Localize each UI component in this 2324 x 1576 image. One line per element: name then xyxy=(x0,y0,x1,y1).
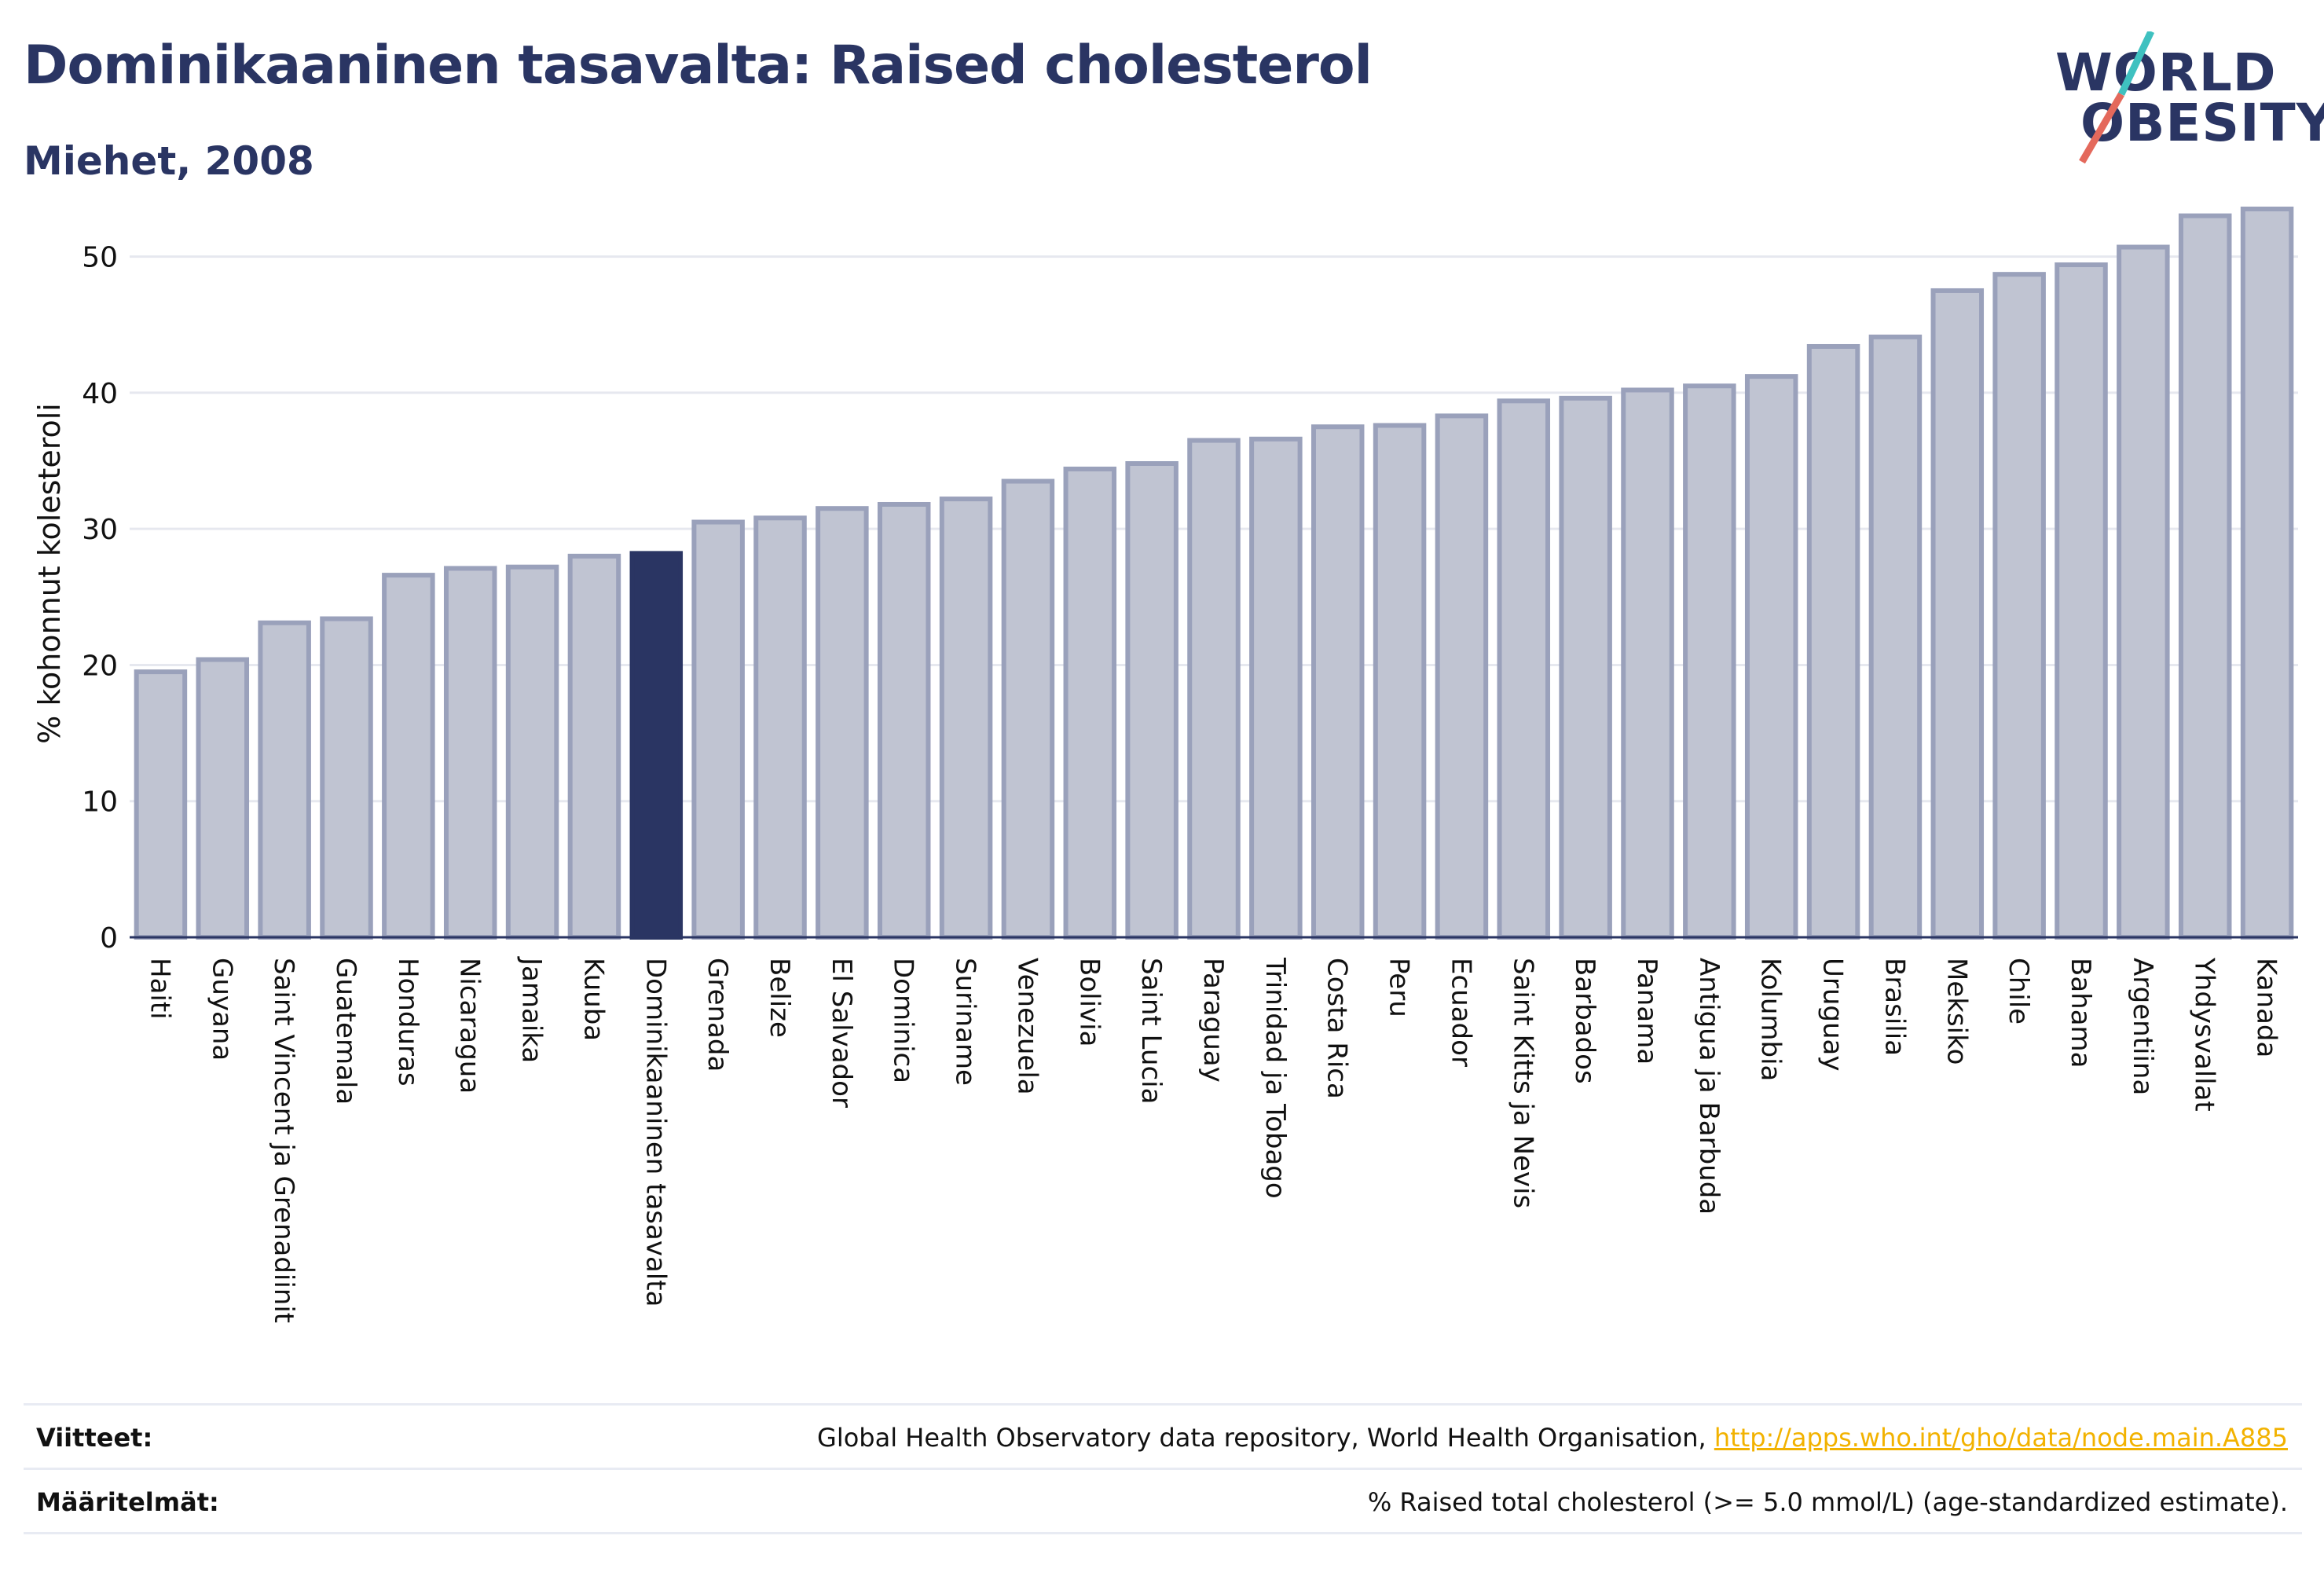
bar-guatemala[interactable] xyxy=(320,616,373,940)
x-tick-label: Suriname xyxy=(950,958,981,1086)
bar-el-salvador[interactable] xyxy=(816,506,869,940)
x-tick-label: Meksiko xyxy=(1941,958,1972,1065)
bar-belize[interactable] xyxy=(753,515,807,940)
sources-row: Viitteet: Global Health Observatory data… xyxy=(24,1403,2302,1468)
bar-trinidad-ja-tobago[interactable] xyxy=(1249,436,1303,940)
y-tick-label: 40 xyxy=(82,378,118,410)
bar-venezuela[interactable] xyxy=(1001,478,1055,940)
world-obesity-logo: WORLD OBESITY xyxy=(2043,31,2324,173)
bar-argentiina[interactable] xyxy=(2117,244,2170,940)
bar-barbados[interactable] xyxy=(1559,395,1612,940)
definitions-value: % Raised total cholesterol (>= 5.0 mmol/… xyxy=(1367,1487,2288,1517)
bar-grenada[interactable] xyxy=(691,519,745,940)
bar-meksiko[interactable] xyxy=(1930,288,1985,940)
y-tick-label: 0 xyxy=(100,922,118,955)
bar-haiti[interactable] xyxy=(134,669,188,940)
x-tick-label: Jamaika xyxy=(516,956,548,1063)
y-tick-label: 10 xyxy=(82,786,118,819)
bar-dominica[interactable] xyxy=(877,501,931,940)
bar-guyana[interactable] xyxy=(196,657,250,940)
bar-uruguay[interactable] xyxy=(1806,343,1860,940)
x-tick-label: Grenada xyxy=(702,958,733,1072)
x-tick-label: Panama xyxy=(1631,958,1662,1065)
sources-value: Global Health Observatory data repositor… xyxy=(817,1423,2288,1453)
bar-brasilia[interactable] xyxy=(1868,334,1923,940)
y-axis-label: % kohonnut kolesteroli xyxy=(32,403,67,744)
x-tick-label: Belize xyxy=(764,958,795,1038)
x-tick-label: Trinidad ja Tobago xyxy=(1259,957,1291,1199)
bar-costa-rica[interactable] xyxy=(1310,424,1365,940)
bar-nicaragua[interactable] xyxy=(443,566,497,940)
bar-kanada[interactable] xyxy=(2240,206,2294,940)
x-tick-label: Dominikaaninen tasavalta xyxy=(640,958,671,1307)
axes: 0 10 20 30 40 50 Haiti Guyana Saint Vincent ja G… xyxy=(82,242,2298,1323)
bar-jamaika[interactable] xyxy=(505,564,559,940)
sources-label: Viitteet: xyxy=(36,1423,153,1453)
x-tick-label: Nicaragua xyxy=(454,958,486,1094)
x-tick-label: Honduras xyxy=(392,958,423,1087)
bar-chile[interactable] xyxy=(1992,272,2046,940)
x-tick-label: Brasilia xyxy=(1879,958,1910,1056)
x-tick-label: Yhdysvallat xyxy=(2189,957,2220,1112)
bar-panama[interactable] xyxy=(1621,387,1674,940)
bar-chart: 0 10 20 30 40 50 Haiti Guyana Saint Vincent ja G… xyxy=(32,206,2298,1323)
y-tick-label: 50 xyxy=(82,242,118,274)
x-tick-label: Chile xyxy=(2003,958,2034,1024)
bar-kuuba[interactable] xyxy=(567,553,621,940)
bar-saint-lucia[interactable] xyxy=(1125,461,1178,940)
x-tick-label: El Salvador xyxy=(826,958,857,1108)
x-tick-label: Saint Vincent ja Grenadiinit xyxy=(268,958,299,1323)
footer-divider xyxy=(24,1532,2302,1534)
x-tick-label: Saint Kitts ja Nevis xyxy=(1507,958,1538,1208)
y-tick-label: 20 xyxy=(82,650,118,682)
chart-subtitle: Miehet, 2008 xyxy=(24,138,314,184)
bar-saint-vincent-ja-grenadiinit[interactable] xyxy=(258,620,311,940)
logo-line-1: WORLD xyxy=(2055,42,2277,103)
x-tick-label: Paraguay xyxy=(1197,958,1229,1083)
x-tick-label: Kuuba xyxy=(577,958,609,1041)
definitions-label: Määritelmät: xyxy=(36,1487,219,1517)
bars xyxy=(134,206,2294,940)
x-tick-label: Dominica xyxy=(888,958,919,1083)
x-tick-label: Barbados xyxy=(1569,958,1600,1084)
x-tick-label: Saint Lucia xyxy=(1135,958,1167,1104)
x-tick-label: Antigua ja Barbuda xyxy=(1693,958,1725,1215)
bar-saint-kitts-ja-nevis[interactable] xyxy=(1497,398,1551,940)
bar-peru[interactable] xyxy=(1373,423,1427,940)
definitions-row: Määritelmät: % Raised total cholesterol … xyxy=(24,1468,2302,1533)
x-tick-label: Haiti xyxy=(144,958,175,1020)
y-tick-label: 30 xyxy=(82,514,118,546)
bar-yhdysvallat[interactable] xyxy=(2178,213,2232,940)
x-tick-label: Kolumbia xyxy=(1755,958,1787,1081)
x-tick-label: Guyana xyxy=(206,958,237,1061)
sources-text: Global Health Observatory data repositor… xyxy=(817,1423,1714,1453)
x-tick-label: Ecuador xyxy=(1445,958,1476,1067)
bar-kolumbia[interactable] xyxy=(1744,374,1798,940)
x-tick-label: Kanada xyxy=(2251,958,2282,1057)
x-tick-label: Guatemala xyxy=(330,958,361,1105)
x-tick-label: Peru xyxy=(1384,958,1415,1017)
bar-dominikaaninen-tasavalta[interactable] xyxy=(629,551,684,940)
x-tick-label: Costa Rica xyxy=(1321,958,1353,1099)
bar-honduras[interactable] xyxy=(382,573,435,940)
bar-antigua-ja-barbuda[interactable] xyxy=(1683,383,1736,940)
bar-bolivia[interactable] xyxy=(1063,466,1117,940)
logo-line-2: OBESITY xyxy=(2080,93,2324,153)
sources-link[interactable]: http://apps.who.int/gho/data/node.main.A… xyxy=(1714,1423,2288,1453)
chart-title: Dominikaaninen tasavalta: Raised cholest… xyxy=(24,35,1373,97)
logo-slash-icon xyxy=(2079,31,2155,164)
x-tick-label: Argentiina xyxy=(2127,958,2158,1095)
x-tick-label: Bahama xyxy=(2065,958,2096,1068)
x-tick-label: Uruguay xyxy=(1817,958,1849,1072)
bar-suriname[interactable] xyxy=(939,497,993,940)
bar-ecuador[interactable] xyxy=(1435,413,1489,940)
x-tick-label: Bolivia xyxy=(1073,958,1105,1046)
bar-bahama[interactable] xyxy=(2055,262,2108,940)
x-tick-label: Venezuela xyxy=(1011,958,1043,1095)
bar-paraguay[interactable] xyxy=(1187,438,1241,940)
